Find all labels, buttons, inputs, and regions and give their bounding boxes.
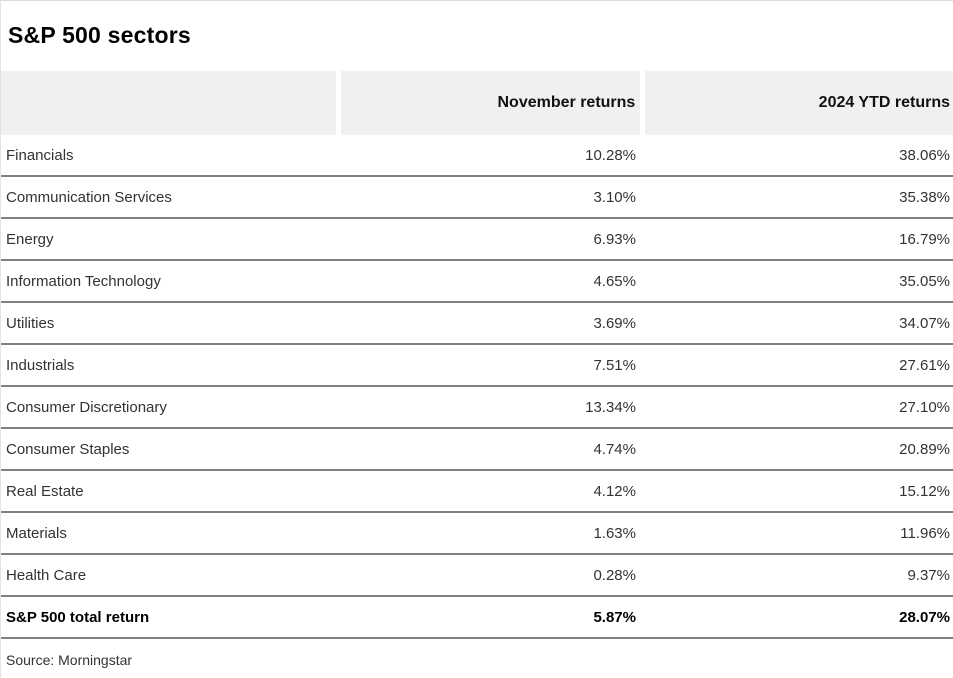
header-ytd-returns: 2024 YTD returns <box>645 71 953 135</box>
table-row: Financials 10.28% 38.06% <box>1 135 953 177</box>
ytd-return-cell: 16.79% <box>899 230 950 248</box>
november-return-cell: 6.93% <box>593 230 636 248</box>
header-sector-column <box>1 71 336 135</box>
sector-cell: Consumer Discretionary <box>6 398 167 416</box>
table-row-total: S&P 500 total return 5.87% 28.07% <box>1 597 953 639</box>
table-row: Real Estate 4.12% 15.12% <box>1 471 953 513</box>
sector-cell: Materials <box>6 524 67 542</box>
sector-cell: Utilities <box>6 314 55 332</box>
sector-cell: Energy <box>6 230 54 248</box>
ytd-return-cell: 35.38% <box>899 188 950 206</box>
sector-cell: Health Care <box>6 566 87 584</box>
ytd-return-cell: 15.12% <box>899 482 950 500</box>
november-return-cell: 0.28% <box>593 566 636 584</box>
november-return-cell: 10.28% <box>585 146 636 164</box>
header-november-returns: November returns <box>340 71 641 135</box>
ytd-return-cell: 34.07% <box>899 314 950 332</box>
ytd-return-cell: 38.06% <box>899 146 950 164</box>
ytd-return-cell: 20.89% <box>899 440 950 458</box>
sector-cell: Information Technology <box>6 272 161 290</box>
november-return-cell: 4.74% <box>593 440 636 458</box>
title-bar: S&P 500 sectors <box>1 1 953 71</box>
sector-cell: Consumer Staples <box>6 440 130 458</box>
november-return-cell: 1.63% <box>593 524 636 542</box>
table-row: Industrials 7.51% 27.61% <box>1 345 953 387</box>
november-return-cell: 4.65% <box>593 272 636 290</box>
november-return-cell: 3.10% <box>593 188 636 206</box>
page-title: S&P 500 sectors <box>8 22 191 48</box>
ytd-return-cell: 27.10% <box>899 398 950 416</box>
ytd-return-cell: 35.05% <box>899 272 950 290</box>
total-november-return-cell: 5.87% <box>593 608 636 626</box>
november-return-cell: 3.69% <box>593 314 636 332</box>
table-row: Health Care 0.28% 9.37% <box>1 555 953 597</box>
sector-cell: Industrials <box>6 356 75 374</box>
table-row: Energy 6.93% 16.79% <box>1 219 953 261</box>
total-ytd-return-cell: 28.07% <box>899 608 950 626</box>
november-return-cell: 13.34% <box>585 398 636 416</box>
november-return-cell: 7.51% <box>593 356 636 374</box>
table-row: Communication Services 3.10% 35.38% <box>1 177 953 219</box>
sector-cell: Real Estate <box>6 482 84 500</box>
ytd-return-cell: 9.37% <box>907 566 950 584</box>
november-return-cell: 4.12% <box>593 482 636 500</box>
table-body: Financials 10.28% 38.06% Communication S… <box>1 135 953 639</box>
ytd-return-cell: 27.61% <box>899 356 950 374</box>
table-row: Utilities 3.69% 34.07% <box>1 303 953 345</box>
table-row: Consumer Staples 4.74% 20.89% <box>1 429 953 471</box>
sector-cell: Financials <box>6 146 74 164</box>
table-row: Consumer Discretionary 13.34% 27.10% <box>1 387 953 429</box>
total-label-cell: S&P 500 total return <box>6 608 150 626</box>
table-row: Information Technology 4.65% 35.05% <box>1 261 953 303</box>
table-row: Materials 1.63% 11.96% <box>1 513 953 555</box>
sector-cell: Communication Services <box>6 188 172 206</box>
source-attribution: Source: Morningstar <box>6 652 133 668</box>
ytd-return-cell: 11.96% <box>900 524 950 542</box>
table-header-row: November returns 2024 YTD returns <box>1 71 953 135</box>
